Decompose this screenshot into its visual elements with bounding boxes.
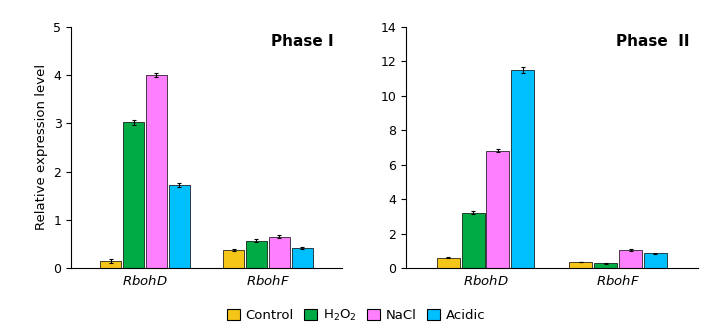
Bar [619, 250, 642, 268]
Text: Phase I: Phase I [271, 34, 334, 49]
Bar [169, 185, 190, 268]
Bar [269, 237, 290, 268]
Bar [146, 75, 167, 268]
Bar [511, 70, 534, 268]
Bar [123, 122, 144, 268]
Bar [246, 241, 267, 268]
Y-axis label: Relative expression level: Relative expression level [35, 64, 48, 230]
Bar [461, 213, 485, 268]
Bar [436, 258, 460, 268]
Bar [292, 248, 313, 268]
Bar [595, 263, 617, 268]
Bar [644, 253, 667, 268]
Bar [223, 250, 244, 268]
Legend: Control, H$_2$O$_2$, NaCl, Acidic: Control, H$_2$O$_2$, NaCl, Acidic [221, 303, 491, 328]
Text: Phase  II: Phase II [615, 34, 689, 49]
Bar [486, 151, 509, 268]
Bar [570, 262, 592, 268]
Bar [100, 261, 121, 268]
